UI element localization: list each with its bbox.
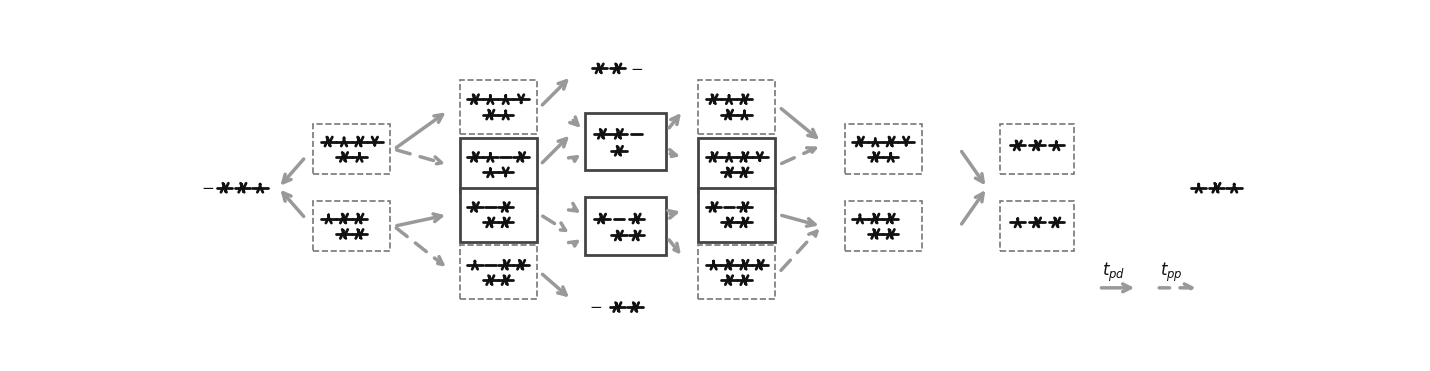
Text: $t_{pp}$: $t_{pp}$	[1160, 261, 1183, 284]
Bar	[845, 124, 921, 174]
Bar	[698, 138, 775, 191]
Bar	[698, 188, 775, 242]
Bar	[313, 124, 390, 174]
Bar	[459, 246, 536, 299]
Bar	[1001, 124, 1074, 174]
Bar	[845, 201, 921, 251]
Bar	[1001, 201, 1074, 251]
Bar	[698, 246, 775, 299]
Bar	[585, 113, 665, 170]
Bar	[313, 201, 390, 251]
Bar	[459, 80, 536, 134]
Text: $t_{pd}$: $t_{pd}$	[1103, 261, 1125, 284]
Bar	[459, 188, 536, 242]
Bar	[459, 138, 536, 191]
Text: $-$: $-$	[589, 298, 602, 313]
Bar	[698, 80, 775, 134]
Bar	[585, 197, 665, 255]
Text: $-$: $-$	[631, 60, 644, 75]
Text: $-$: $-$	[202, 179, 214, 194]
